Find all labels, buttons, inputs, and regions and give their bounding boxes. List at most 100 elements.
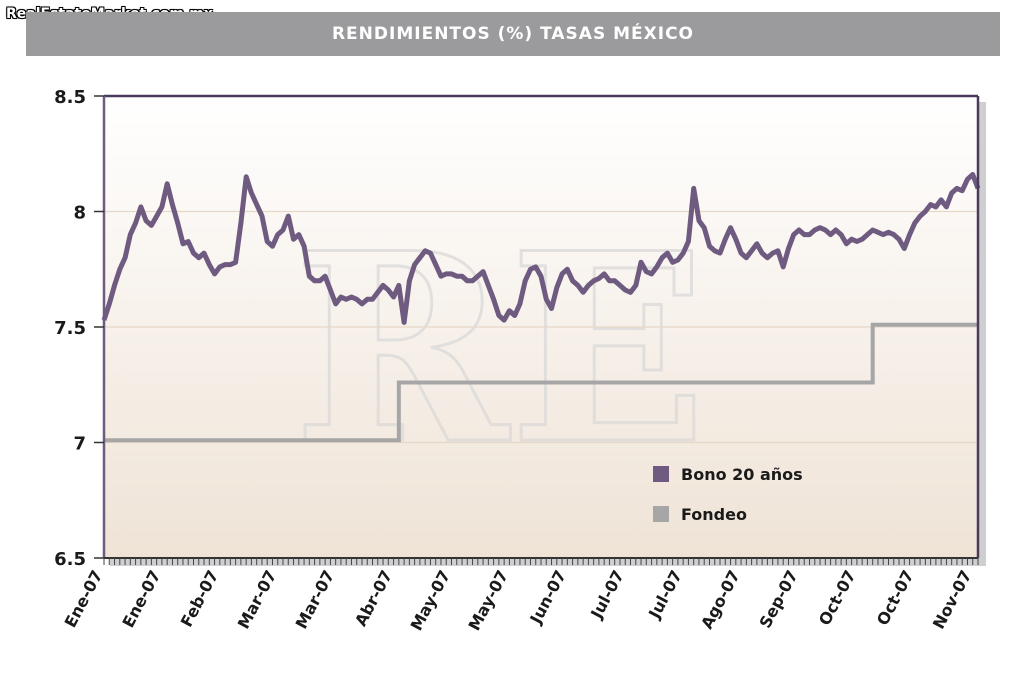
bono-point-20	[208, 263, 211, 266]
bono-point-114	[703, 226, 706, 229]
bono-point-77	[508, 309, 511, 312]
bono-point-48	[355, 298, 358, 301]
y-axis: 8.5 8 7.5 7 6.5	[54, 87, 104, 570]
bono-point-143	[855, 240, 859, 243]
bono-point-115	[708, 245, 711, 248]
bono-point-10	[155, 214, 158, 218]
bono-point-107	[666, 251, 669, 255]
bono-point-59	[413, 263, 416, 266]
bono-point-124	[755, 242, 759, 245]
bono-point-102	[639, 261, 643, 264]
re-logo-watermark: RE	[291, 196, 708, 504]
x-axis: Ene-07 Ene-07 Feb-07 Mar-07 Mar-07 Abr-07 May-…	[61, 558, 979, 634]
bono-point-117	[718, 251, 722, 255]
bono-point-1	[108, 302, 111, 306]
bono-point-11	[160, 205, 164, 209]
bono-point-44	[334, 302, 337, 306]
bono-point-163	[961, 189, 964, 192]
bono-point-141	[845, 242, 848, 245]
ytick-label-4: 6.5	[54, 549, 86, 570]
bono-point-46	[345, 298, 348, 301]
bono-point-151	[897, 238, 901, 241]
bono-point-4	[123, 256, 127, 259]
bono-point-25	[234, 261, 237, 264]
bono-point-132	[797, 228, 801, 232]
xtick-label-8: Jun-07	[526, 567, 570, 628]
bono-point-158	[934, 205, 938, 209]
bono-point-65	[445, 272, 448, 276]
bono-point-157	[929, 203, 932, 206]
bono-point-146	[871, 228, 874, 232]
bono-point-136	[818, 226, 822, 229]
bono-point-135	[813, 228, 816, 232]
bono-point-50	[366, 298, 369, 301]
bono-point-84	[545, 298, 548, 301]
bono-point-24	[229, 263, 232, 266]
legend-swatch-0	[653, 466, 669, 482]
bono-point-53	[381, 284, 385, 287]
legend-label-0: Bono 20 años	[681, 465, 803, 484]
bono-point-14	[176, 221, 179, 225]
bono-point-97	[613, 279, 616, 282]
ytick-label-0: 8.5	[54, 87, 86, 108]
bono-point-31	[266, 240, 269, 243]
bono-point-81	[529, 268, 532, 271]
bono-point-93	[592, 279, 595, 282]
bono-point-106	[660, 256, 664, 259]
bono-point-165	[971, 173, 974, 176]
bono-point-58	[408, 279, 411, 282]
bono-point-54	[387, 288, 390, 292]
bono-point-68	[460, 275, 464, 278]
bono-point-88	[566, 268, 569, 271]
bono-point-62	[429, 251, 432, 255]
xtick-label-6: May-07	[407, 567, 455, 634]
bono-point-131	[792, 233, 795, 236]
legend: Bono 20 años Fondeo	[653, 465, 803, 524]
bono-point-119	[729, 226, 732, 229]
bono-point-49	[360, 302, 364, 306]
fondeo-line	[104, 322, 978, 443]
bono-point-125	[760, 251, 764, 255]
bono-point-17	[192, 251, 195, 255]
bono-point-66	[450, 272, 453, 276]
bono-point-29	[255, 203, 258, 206]
ytick-label-3: 7	[73, 434, 86, 455]
bono-point-105	[655, 265, 658, 269]
plot-shadow-bottom	[110, 558, 986, 566]
bono-point-140	[839, 233, 843, 236]
bono-point-111	[687, 240, 690, 243]
bono-point-113	[697, 219, 701, 222]
bono-point-21	[213, 272, 216, 276]
bono-point-51	[371, 298, 374, 301]
bono-point-75	[497, 314, 501, 317]
xtick-label-5: Abr-07	[351, 567, 396, 629]
bono-point-108	[671, 261, 674, 264]
bono-point-89	[571, 279, 574, 282]
bono-point-67	[455, 275, 458, 278]
bono-point-5	[129, 233, 132, 236]
bono-point-9	[150, 224, 153, 227]
bono-point-72	[481, 270, 485, 273]
xtick-label-11: Ago-07	[697, 567, 744, 632]
bono-point-83	[539, 275, 543, 278]
bono-point-110	[682, 251, 685, 255]
bono-point-148	[882, 233, 885, 236]
xtick-label-7: May-07	[465, 567, 513, 634]
bono-point-42	[323, 275, 327, 278]
bono-point-37	[297, 233, 300, 236]
bono-point-122	[745, 256, 748, 259]
bono-point-61	[424, 249, 427, 252]
bono-point-55	[392, 295, 395, 299]
xtick-label-12: Sep-07	[756, 567, 802, 631]
bono-point-39	[308, 275, 311, 278]
bono-point-6	[134, 221, 137, 225]
bono-point-130	[787, 247, 790, 250]
bono-point-145	[866, 233, 869, 236]
xtick-label-2: Feb-07	[177, 567, 223, 630]
bono-point-120	[734, 238, 737, 241]
bono-point-18	[197, 256, 200, 259]
xtick-label-13: Oct-07	[815, 567, 860, 629]
bono-point-80	[524, 279, 527, 282]
bono-point-112	[692, 187, 695, 190]
series-fondeo	[104, 322, 978, 443]
